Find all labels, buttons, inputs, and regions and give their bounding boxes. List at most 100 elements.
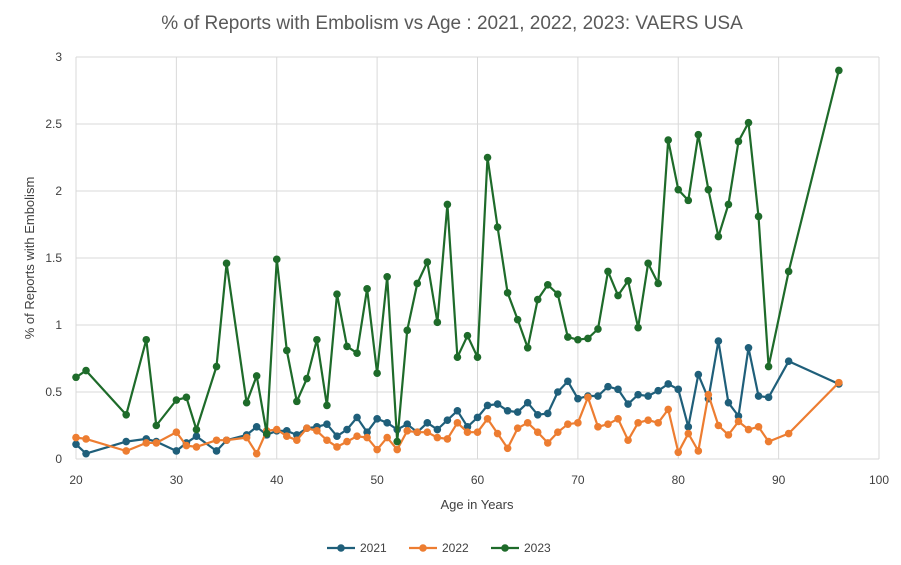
- data-point-2022: [784, 429, 793, 438]
- y-tick-label: 2.5: [45, 117, 62, 131]
- data-point-2023: [664, 136, 673, 144]
- data-point-2023: [835, 66, 843, 75]
- data-point-2022: [654, 419, 662, 427]
- axis-ticks: 0 0.5 1 1.5 2 2.5 3 20 30 40 50 60 70 80 90 100: [45, 50, 889, 487]
- data-point-2022: [543, 439, 552, 447]
- data-point-2021: [343, 425, 351, 434]
- data-point-2022: [564, 420, 572, 428]
- data-point-2021: [473, 413, 482, 422]
- data-point-2023: [182, 393, 191, 402]
- x-tick-label: 20: [69, 473, 83, 487]
- data-point-2023: [72, 373, 80, 382]
- data-point-2022: [413, 428, 422, 437]
- data-point-2021: [483, 401, 492, 410]
- data-point-2022: [343, 437, 351, 446]
- data-point-2023: [694, 130, 703, 139]
- data-point-2021: [784, 357, 793, 365]
- data-point-2022: [152, 439, 161, 447]
- x-axis-label: Age in Years: [440, 497, 514, 512]
- data-point-2021: [754, 392, 763, 400]
- data-point-2021: [443, 416, 452, 424]
- data-point-2021: [463, 423, 472, 431]
- series-2022: [72, 378, 843, 458]
- data-point-2022: [172, 428, 181, 437]
- data-point-2022: [333, 443, 341, 451]
- data-point-2023: [574, 335, 582, 344]
- data-point-2022: [323, 436, 331, 445]
- data-point-2023: [443, 200, 452, 209]
- data-point-2023: [222, 259, 231, 268]
- data-point-2022: [473, 428, 482, 437]
- data-point-2021: [734, 412, 743, 420]
- legend-swatch-marker: [419, 544, 427, 552]
- data-point-2023: [513, 315, 522, 324]
- x-tick-label: 60: [471, 473, 485, 487]
- y-tick-label: 1.5: [45, 251, 62, 265]
- series-line-2022: [75, 381, 840, 455]
- data-point-2021: [564, 377, 572, 386]
- data-point-2022: [453, 419, 462, 427]
- data-point-2023: [724, 200, 733, 209]
- data-point-2023: [784, 267, 793, 276]
- data-point-2023: [313, 335, 321, 344]
- data-point-2022: [674, 448, 683, 457]
- data-point-2021: [72, 440, 80, 449]
- data-point-2023: [714, 232, 723, 241]
- series-2021: [72, 337, 843, 458]
- data-point-2021: [373, 415, 381, 423]
- data-point-2023: [764, 362, 773, 371]
- data-point-2023: [503, 289, 512, 297]
- data-point-2023: [303, 374, 311, 383]
- data-point-2022: [443, 435, 452, 443]
- legend-item-2023: 2023: [491, 541, 551, 555]
- data-point-2022: [744, 425, 753, 434]
- data-point-2023: [82, 366, 90, 375]
- data-point-2023: [343, 342, 351, 351]
- data-point-2022: [523, 419, 532, 427]
- y-axis-label: % of Reports with Embolism: [22, 177, 37, 340]
- data-point-2023: [684, 196, 693, 205]
- data-point-2023: [212, 362, 221, 371]
- data-point-2023: [564, 333, 572, 341]
- x-tick-label: 100: [869, 473, 889, 487]
- data-point-2022: [222, 436, 231, 445]
- data-point-2023: [594, 325, 602, 333]
- data-point-2022: [614, 415, 622, 423]
- x-tick-label: 50: [370, 473, 384, 487]
- data-point-2023: [754, 212, 763, 221]
- data-point-2023: [393, 437, 402, 446]
- data-point-2023: [644, 259, 652, 268]
- data-point-2023: [192, 425, 201, 434]
- data-point-2022: [754, 423, 763, 431]
- data-point-2022: [463, 428, 472, 437]
- y-tick-label: 2: [55, 184, 62, 198]
- data-point-2022: [493, 429, 502, 438]
- data-point-2022: [373, 445, 381, 454]
- data-point-2023: [383, 272, 391, 281]
- x-tick-label: 40: [270, 473, 284, 487]
- data-point-2022: [694, 447, 703, 455]
- data-point-2022: [724, 431, 733, 439]
- data-point-2022: [594, 423, 602, 431]
- data-point-2022: [403, 427, 412, 435]
- data-point-2021: [724, 398, 733, 407]
- data-point-2022: [835, 378, 843, 387]
- x-tick-label: 90: [772, 473, 786, 487]
- data-point-2021: [172, 447, 181, 455]
- data-point-2022: [303, 424, 311, 432]
- data-point-2022: [704, 390, 713, 399]
- data-point-2021: [533, 410, 542, 419]
- legend-label: 2023: [524, 541, 551, 555]
- data-point-2021: [403, 420, 412, 428]
- data-point-2021: [574, 394, 582, 403]
- data-point-2021: [624, 400, 632, 408]
- data-point-2022: [293, 436, 301, 445]
- data-point-2022: [282, 432, 291, 441]
- data-point-2023: [704, 185, 713, 194]
- y-tick-label: 0.5: [45, 385, 62, 399]
- data-point-2023: [493, 223, 502, 231]
- data-point-2021: [523, 398, 532, 407]
- data-point-2023: [353, 349, 361, 357]
